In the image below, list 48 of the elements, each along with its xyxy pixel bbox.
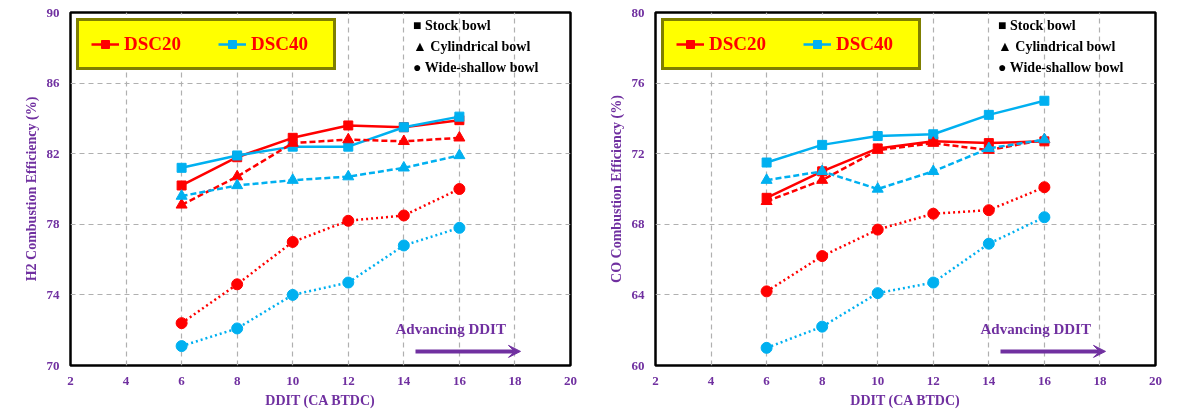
x-axis-title: DDIT (CA BTDC) [850,392,961,409]
y-axis-title: CO Combustion Efficiency (%) [608,94,625,283]
annotation: ● Wide-shallow bowl [998,60,1124,76]
x-tick-label: 18 [1093,372,1107,388]
x-tick-label: 16 [1037,372,1052,388]
x-tick-label: 18 [508,372,522,388]
annotation: ▲ Cylindrical bowl [413,38,531,54]
y-tick-label: 68 [631,216,645,232]
y-tick-label: 86 [46,75,60,91]
annotation: ■ Stock bowl [413,17,491,33]
x-tick-label: 10 [286,372,300,388]
y-tick-label: 64 [631,286,645,302]
y-tick-label: 60 [631,357,645,373]
x-tick-label: 14 [397,372,411,388]
y-tick-label: 82 [46,145,60,161]
y-tick-label: 74 [46,286,60,302]
x-tick-label: 6 [763,372,771,388]
x-tick-label: 6 [178,372,186,388]
x-axis-title: DDIT (CA BTDC) [265,392,376,409]
legend-label: DSC40 [836,33,894,55]
y-axis-title: H2 Combustion Efficiency (%) [23,96,40,282]
x-tick-label: 2 [652,372,659,388]
x-tick-label: 20 [1149,372,1162,388]
y-tick-label: 90 [46,4,60,20]
x-tick-label: 14 [982,372,996,388]
y-tick-label: 80 [631,4,645,20]
x-tick-label: 8 [233,372,241,388]
x-tick-label: 8 [818,372,826,388]
x-tick-label: 12 [341,372,355,388]
y-tick-label: 78 [46,216,60,232]
legend-label: DSC20 [709,33,767,55]
y-tick-label: 72 [631,145,645,161]
x-tick-label: 20 [564,372,577,388]
annotation: ▲ Cylindrical bowl [998,38,1116,54]
legend-label: DSC20 [124,33,182,55]
x-tick-label: 4 [707,372,715,388]
annotation: ■ Stock bowl [998,17,1076,33]
x-tick-label: 16 [452,372,467,388]
annotation: Advancing DDIT [395,321,506,338]
x-tick-label: 4 [122,372,130,388]
legend-label: DSC40 [251,33,309,55]
y-tick-label: 76 [631,75,645,91]
x-tick-label: 2 [67,372,74,388]
y-tick-label: 70 [46,357,60,373]
x-tick-label: 12 [926,372,940,388]
x-tick-label: 10 [871,372,885,388]
annotation: ● Wide-shallow bowl [413,60,539,76]
annotation: Advancing DDIT [980,321,1091,338]
